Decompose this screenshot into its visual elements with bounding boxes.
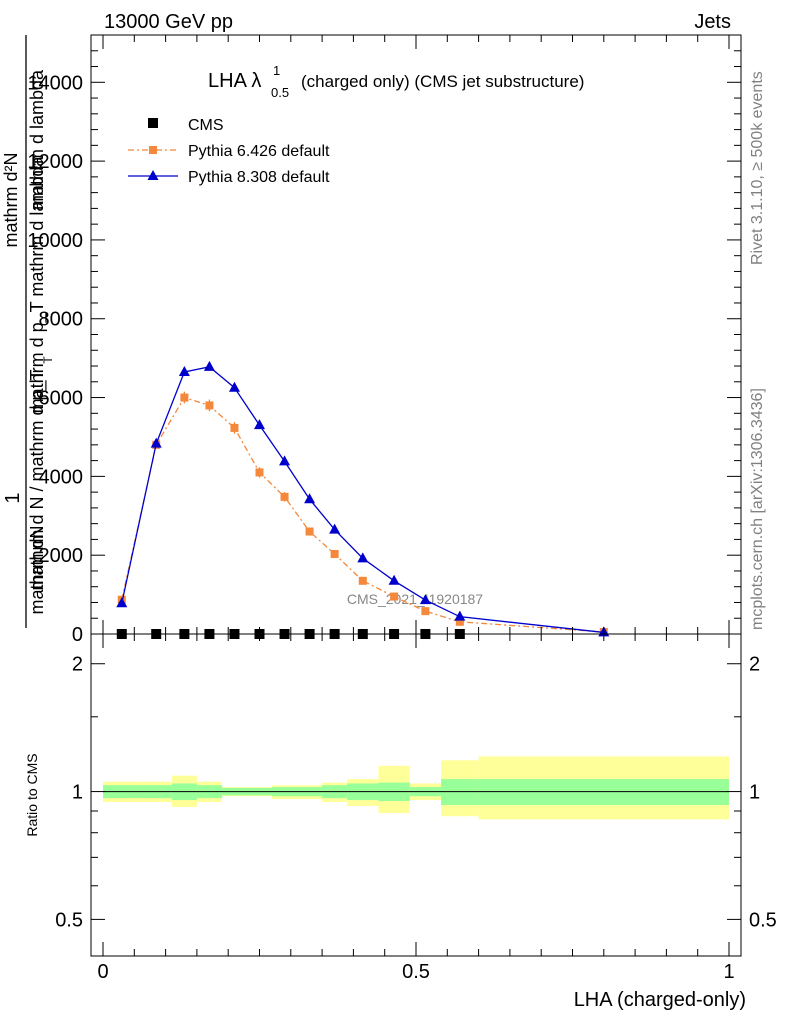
ylabel-inner-top: mathrm d lambda <box>27 69 47 210</box>
x-tick-label: 1 <box>723 961 734 983</box>
py8-point <box>388 574 400 585</box>
ylabel-inner-bottom: mathrm dN <box>27 525 47 614</box>
legend-cms-marker <box>148 118 158 128</box>
y-tick-label: 14000 <box>27 72 83 94</box>
ratio-y-axis-label: Ratio to CMS <box>24 753 40 836</box>
legend-py8-label: Pythia 8.308 default <box>188 169 330 186</box>
py8-point <box>279 455 291 466</box>
ratio-y-tick-label: 2 <box>72 654 83 676</box>
ylabel-T: T <box>41 356 55 364</box>
py6-point <box>330 550 339 559</box>
process-label: Jets <box>694 11 731 33</box>
py6-point <box>455 617 464 626</box>
analysis-watermark: CMS_2021_I1920187 <box>347 591 483 607</box>
py6-point <box>230 423 239 432</box>
py6-point <box>180 393 189 402</box>
py8-point <box>304 493 316 504</box>
ratio-y-tick-label-right: 2 <box>749 654 760 676</box>
x-tick-label: 0 <box>97 961 108 983</box>
py8-point <box>254 419 265 430</box>
py8-point <box>228 381 240 392</box>
plot-title-sup: 1 <box>273 63 280 78</box>
py6-point <box>205 401 214 410</box>
x-axis-label: LHA (charged-only) <box>574 989 746 1011</box>
legend: CMS Pythia 6.426 default Pythia 8.308 de… <box>128 117 330 186</box>
ylabel-outer-num: mathrm d²N <box>1 152 21 247</box>
legend-py6-marker <box>149 146 157 154</box>
y-tick-label: 2000 <box>39 545 84 567</box>
py6-point <box>280 492 289 501</box>
py8-point <box>329 523 341 534</box>
plot-title-sub: 0.5 <box>271 85 289 100</box>
y-tick-label: 4000 <box>39 466 84 488</box>
plot-title-rest: (charged only) (CMS jet substructure) <box>301 72 584 91</box>
py8-point <box>357 552 369 563</box>
ylabel-prefix: 1 <box>2 492 24 503</box>
x-tick-label: 0.5 <box>402 961 430 983</box>
py8-point <box>150 437 162 448</box>
py8-point <box>203 360 215 371</box>
py8-point <box>419 594 431 605</box>
ratio-axes: 0.5 0.5 1 1 2 2 0 0.5 1 <box>55 633 777 983</box>
y-tick-label-zero: 0 <box>72 624 83 646</box>
main-axes: 2000 4000 6000 8000 10000 12000 14000 0 <box>27 34 742 646</box>
py6-point <box>390 592 399 601</box>
y-tick-label: 10000 <box>27 230 83 252</box>
legend-py8-marker <box>147 170 159 180</box>
py6-point <box>305 527 314 536</box>
rivet-version-label: Rivet 3.1.10, ≥ 500k events <box>749 71 766 265</box>
ylabel-inner-mid: mathrm d p_T mathrm d lambda <box>27 156 48 414</box>
mcplots-label: mcplots.cern.ch [arXiv:1306.3436] <box>749 388 766 630</box>
ratio-plot-area <box>103 756 729 820</box>
py6-point <box>358 576 367 585</box>
py8-point <box>454 610 466 621</box>
py6-point <box>255 468 264 477</box>
plot-title-main: LHA λ <box>208 70 261 92</box>
y-tick-label: 8000 <box>39 309 84 331</box>
py8-point <box>116 597 128 608</box>
py6-point <box>421 607 430 616</box>
ratio-y-tick-label: 0.5 <box>55 909 83 931</box>
legend-cms-label: CMS <box>188 117 224 134</box>
ratio-y-tick-label: 1 <box>72 782 83 804</box>
y-tick-label: 6000 <box>39 388 84 410</box>
py8-line <box>121 366 604 634</box>
py8-point <box>178 365 190 376</box>
legend-py6-label: Pythia 6.426 default <box>188 143 330 160</box>
main-y-axis-label: 1 mathrm d²N mathrm d N / mathrm d p_T m… <box>1 35 55 628</box>
py6-line <box>121 396 604 633</box>
y-tick-label: 12000 <box>27 151 83 173</box>
ratio-y-tick-label-right: 1 <box>749 782 760 804</box>
energy-label: 13000 GeV pp <box>104 11 233 33</box>
ylabel-outer-den: mathrm d N / mathrm d p_T <box>27 369 48 590</box>
ratio-y-tick-label-right: 0.5 <box>749 909 777 931</box>
